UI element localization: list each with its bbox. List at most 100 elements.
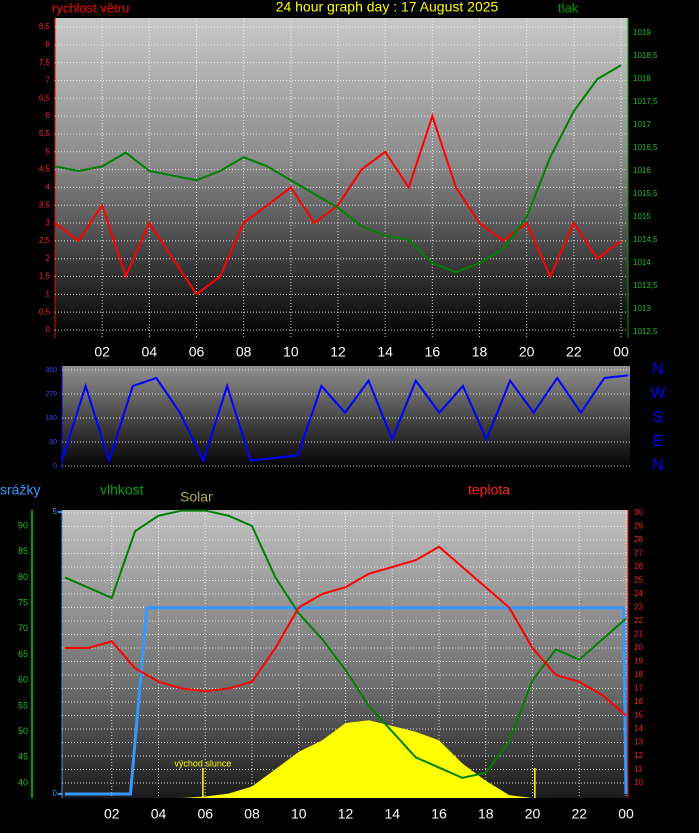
tick-label: 1017,5 [633, 97, 658, 106]
x-tick-label: 06 [197, 806, 213, 822]
tick-label: 13 [634, 738, 643, 747]
tick-label: 75 [18, 597, 28, 607]
tick-label: 23 [634, 603, 643, 612]
tick-label: 65 [18, 649, 28, 659]
axis-title: tlak [558, 0, 579, 15]
x-tick-label: 20 [519, 344, 535, 360]
tick-label: 1015 [633, 212, 651, 221]
tick-label: 55 [18, 700, 28, 710]
axis-title: Solar [180, 489, 213, 505]
x-tick-label: 08 [236, 344, 252, 360]
tick-label: 270 [45, 391, 57, 398]
tick-label: 360 [45, 367, 57, 374]
tick-label: 29 [634, 522, 643, 531]
tick-label: 1018,5 [633, 51, 658, 60]
tick-label: 45 [18, 752, 28, 762]
area [65, 720, 626, 798]
tick-label: 2 [46, 254, 51, 263]
x-tick-label: 16 [425, 344, 441, 360]
x-tick-label: 22 [571, 806, 587, 822]
tick-label: 50 [18, 726, 28, 736]
x-tick-label: 22 [566, 344, 582, 360]
line [54, 112, 622, 296]
tick-label: 1017 [633, 120, 651, 129]
tick-label: 20 [634, 643, 643, 652]
x-tick-label: 14 [377, 344, 393, 360]
x-tick-label: 08 [244, 806, 260, 822]
tick-label: 180 [45, 415, 57, 422]
tick-label: 1 [46, 289, 51, 298]
chart-title: 24 hour graph day : 17 August 2025 [276, 0, 499, 15]
tick-label: 15 [634, 711, 643, 720]
x-tick-label: 06 [189, 344, 205, 360]
tick-label: 5 [46, 147, 51, 156]
tick-label: 5 [53, 507, 58, 516]
x-tick-label: 10 [283, 344, 299, 360]
tick-label: 6,5 [39, 93, 51, 102]
tick-label: 6 [46, 111, 51, 120]
tick-label: 8 [46, 40, 51, 49]
tick-label: 3,5 [39, 200, 51, 209]
tick-label: 22 [634, 616, 643, 625]
x-tick-label: 10 [291, 806, 307, 822]
tick-label: 1016,5 [633, 143, 658, 152]
axis-title: vlhkost [100, 482, 144, 498]
tick-label: 21 [634, 630, 643, 639]
tick-label: 0 [46, 325, 51, 334]
tick-label: 2,5 [39, 236, 51, 245]
line [61, 374, 629, 464]
tick-label: 4 [46, 183, 51, 192]
tick-label: 11 [634, 765, 643, 774]
tick-label: 1015,5 [633, 189, 658, 198]
line [65, 606, 628, 796]
x-tick-label: 00 [618, 806, 634, 822]
tick-label: 1012,5 [633, 327, 658, 336]
tick-label: 80 [18, 572, 28, 582]
tick-label: 70 [18, 623, 28, 633]
tick-label: 90 [49, 439, 57, 446]
axis-title: srážky [0, 482, 40, 498]
x-tick-label: 18 [472, 344, 488, 360]
tick-label: 19 [634, 657, 643, 666]
tick-label: 0 [53, 463, 57, 470]
line [65, 545, 627, 717]
tick-label: 3 [46, 218, 51, 227]
tick-label: W [650, 385, 666, 402]
tick-label: 85 [18, 546, 28, 556]
tick-label: 18 [634, 670, 643, 679]
tick-label: 7 [46, 76, 51, 85]
axis-title: rychlost větru [52, 0, 129, 15]
x-tick-label: 14 [384, 806, 400, 822]
tick-label: 60 [18, 675, 28, 685]
tick-label: 1014,5 [633, 235, 658, 244]
x-tick-label: 02 [104, 806, 120, 822]
tick-label: 1014 [633, 258, 651, 267]
tick-label: 28 [634, 535, 643, 544]
tick-label: E [653, 433, 664, 450]
tick-label: 14 [634, 724, 643, 733]
x-tick-label: 00 [613, 344, 629, 360]
tick-label: N [652, 457, 664, 474]
tick-label: 26 [634, 562, 643, 571]
x-tick-label: 16 [431, 806, 447, 822]
tick-label: 8,5 [39, 22, 51, 31]
tick-label: 1013,5 [633, 281, 658, 290]
tick-label: 7,5 [39, 58, 51, 67]
x-tick-label: 20 [525, 806, 541, 822]
tick-label: 1019 [633, 28, 651, 37]
x-tick-label: 12 [330, 344, 346, 360]
tick-label: 30 [634, 508, 643, 517]
line [64, 509, 627, 779]
tick-label: S [653, 409, 664, 426]
tick-label: 5,5 [39, 129, 51, 138]
tick-label: 27 [634, 549, 643, 558]
annotation: východ slunce [174, 758, 231, 768]
tick-label: 0 [53, 789, 58, 798]
tick-label: 12 [634, 751, 643, 760]
tick-label: 1016 [633, 166, 651, 175]
tick-label: 25 [634, 576, 643, 585]
tick-label: 16 [634, 697, 643, 706]
tick-label: 1013 [633, 304, 651, 313]
